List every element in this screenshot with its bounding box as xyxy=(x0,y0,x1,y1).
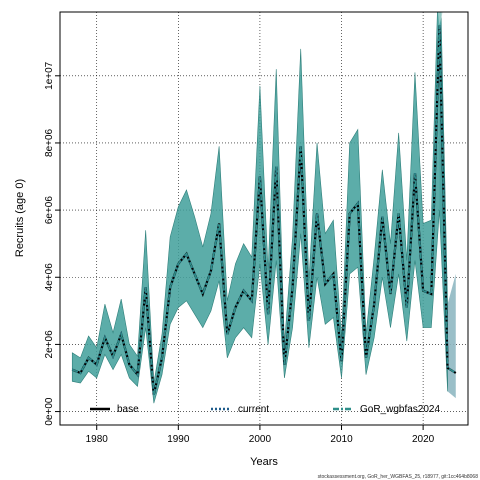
x-tick-label: 1980 xyxy=(86,434,109,445)
x-tick-label: 2010 xyxy=(330,434,353,445)
y-axis-ticks: 0e+00 2e+06 4e+06 6e+06 8e+06 1e+07 xyxy=(44,61,60,426)
band-tail xyxy=(439,12,456,399)
y-tick-label: 0e+00 xyxy=(44,397,55,426)
y-tick-label: 2e+06 xyxy=(44,330,55,359)
y-axis-title: Recruits (age 0) xyxy=(14,179,26,257)
y-tick-label: 6e+06 xyxy=(44,196,55,225)
legend-label-base: base xyxy=(117,404,139,415)
x-tick-label: 2000 xyxy=(249,434,272,445)
series-line-gor-wgbfas2024 xyxy=(71,25,457,395)
legend-label-current: current xyxy=(238,404,269,415)
x-axis-ticks: 1980 1990 2000 2010 2020 xyxy=(86,425,435,445)
legend-label-gor: GoR_wgbfas2024 xyxy=(360,404,440,415)
x-axis-title: Years xyxy=(250,456,278,468)
y-tick-label: 1e+07 xyxy=(44,61,55,90)
legend: base current GoR_wgbfas2024 xyxy=(90,404,440,415)
y-tick-label: 4e+06 xyxy=(44,263,55,292)
plot-frame xyxy=(59,11,469,426)
band-main xyxy=(71,12,448,404)
footer-source: stockassessment.org, GoR_her_WGBFAS_25, … xyxy=(318,474,479,480)
x-tick-label: 1990 xyxy=(167,434,190,445)
x-tick-label: 2020 xyxy=(412,434,435,445)
band-highlight xyxy=(437,12,443,26)
confidence-band xyxy=(71,12,456,404)
series-lines xyxy=(71,25,457,396)
y-tick-label: 8e+06 xyxy=(44,128,55,157)
